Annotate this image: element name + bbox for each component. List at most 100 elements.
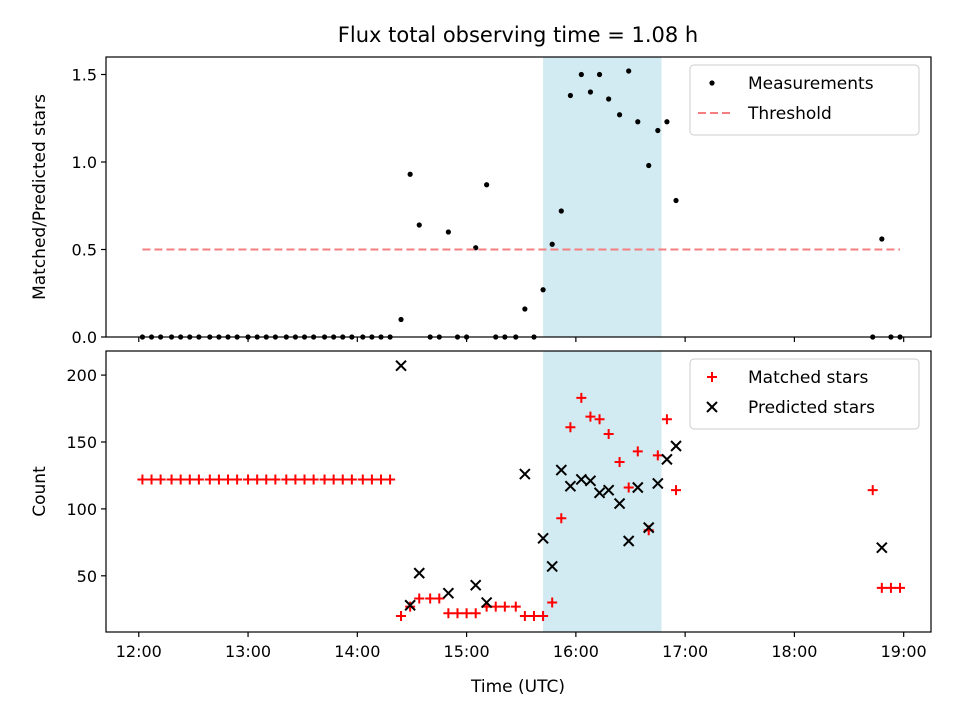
chart-title: Flux total observing time = 1.08 h	[338, 23, 698, 47]
matched-point	[603, 428, 614, 439]
y-tick-label: 50	[77, 567, 97, 586]
x-tick-label: 13:00	[225, 642, 271, 661]
series-predicted-stars	[395, 360, 888, 611]
y-axis-label: Count	[30, 466, 50, 517]
matched-point	[594, 414, 605, 425]
matched-point	[366, 474, 377, 485]
measurement-point	[664, 119, 670, 125]
matched-point	[614, 457, 625, 468]
measurement-point	[635, 119, 641, 125]
matched-point	[499, 601, 510, 612]
predicted-point	[593, 487, 606, 499]
predicted-point	[643, 521, 655, 534]
x-tick-label: 15:00	[444, 642, 490, 661]
highlight-span	[543, 57, 662, 337]
measurement-point	[398, 316, 404, 323]
matched-point	[252, 474, 263, 485]
predicted-point	[876, 541, 888, 554]
matched-point	[357, 474, 368, 485]
predicted-point	[652, 477, 664, 490]
y-tick-label: 150	[66, 433, 97, 452]
matched-point	[867, 485, 878, 496]
matched-point	[290, 474, 301, 485]
y-tick-label: 0.5	[72, 241, 97, 260]
matched-point	[538, 610, 549, 621]
y-axis-label: Matched/Predicted stars	[30, 94, 50, 300]
matched-point	[232, 474, 243, 485]
matched-point	[204, 474, 215, 485]
matched-point	[396, 610, 407, 621]
predicted-point	[519, 468, 531, 480]
measurement-point	[587, 89, 594, 95]
measurement-point	[578, 71, 584, 78]
matched-point	[193, 474, 204, 485]
matched-point	[308, 474, 319, 485]
series-matched-stars	[137, 392, 906, 621]
matched-point	[155, 474, 166, 485]
matched-point	[470, 608, 481, 619]
legend-frame	[689, 64, 920, 136]
predicted-point	[395, 360, 407, 372]
y-tick-label: 1.5	[72, 66, 97, 85]
matched-point	[452, 608, 463, 619]
predicted-point	[584, 475, 597, 487]
legend: Matched stars Predicted stars	[689, 358, 920, 430]
y-tick-label: 100	[66, 500, 97, 519]
measurement-point	[606, 96, 612, 102]
legend: Measurements Threshold	[689, 64, 920, 136]
predicted-point	[413, 567, 425, 579]
y-tick-label: 1.0	[72, 153, 97, 172]
predicted-point	[661, 453, 673, 466]
matched-point	[376, 474, 386, 485]
y-tick-label: 0.0	[72, 328, 97, 347]
matched-point	[337, 474, 348, 485]
matched-point	[243, 474, 254, 485]
measurement-point	[522, 306, 528, 312]
matched-point	[299, 474, 310, 485]
matched-point	[223, 474, 234, 485]
plot-frame	[105, 350, 932, 633]
matched-point	[632, 446, 643, 457]
predicted-point	[670, 440, 682, 452]
matched-point	[528, 610, 539, 621]
matched-point	[671, 485, 682, 496]
matched-point	[137, 474, 148, 485]
matched-point	[434, 593, 445, 604]
x-axis-label: Time (UTC)	[470, 677, 565, 697]
predicted-point	[613, 497, 626, 510]
matched-point	[510, 601, 521, 612]
legend-marker	[709, 80, 715, 86]
matched-point	[425, 593, 436, 604]
measurement-point	[673, 197, 679, 204]
matched-point	[261, 474, 272, 485]
x-tick-label: 14:00	[334, 642, 380, 661]
measurement-point	[655, 127, 661, 134]
legend-label: Predicted stars	[748, 398, 875, 418]
measurement-point	[445, 229, 451, 235]
predicted-point	[442, 587, 455, 599]
predicted-point	[546, 560, 558, 573]
matched-point	[328, 474, 339, 485]
measurement-point	[879, 236, 885, 242]
x-tick-label: 12:00	[116, 642, 162, 661]
matched-point	[585, 411, 596, 422]
x-tick-label: 18:00	[771, 642, 817, 661]
matched-point	[166, 474, 177, 485]
predicted-point	[575, 473, 588, 486]
ratio-panel: 0.0 0.5 1.0 1.5 Matched/Predicted stars Measu…	[30, 56, 932, 347]
measurement-point	[407, 171, 413, 177]
matched-point	[547, 597, 558, 608]
x-tick-label: 16:00	[553, 642, 599, 661]
measurement-point	[626, 68, 632, 74]
measurement-point	[416, 222, 422, 228]
legend-label: Matched stars	[748, 368, 868, 388]
x-tick-label: 17:00	[662, 642, 708, 661]
matched-point	[385, 474, 396, 485]
matched-point	[876, 582, 887, 593]
matched-point	[443, 608, 454, 619]
predicted-point	[404, 599, 416, 611]
measurement-point	[558, 208, 564, 214]
matched-point	[281, 474, 292, 485]
legend-frame	[689, 358, 920, 430]
